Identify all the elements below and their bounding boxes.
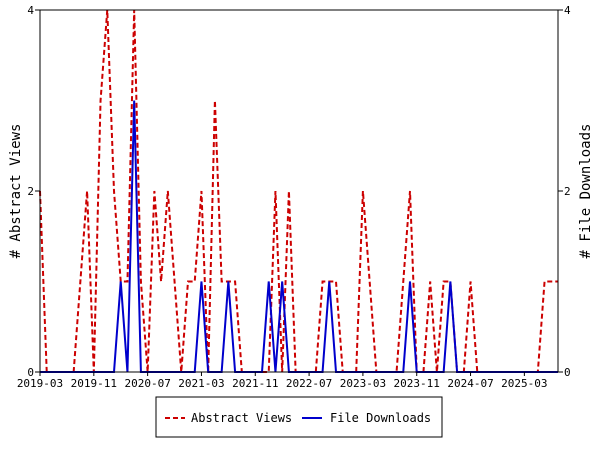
- x-tick-label: 2025-03: [501, 377, 547, 390]
- x-tick-label: 2023-03: [340, 377, 386, 390]
- x-tick-label: 2021-11: [232, 377, 278, 390]
- x-tick-label: 2022-07: [286, 377, 332, 390]
- x-tick-label: 2019-03: [17, 377, 63, 390]
- y-left-tick-label: 0: [27, 366, 34, 379]
- ticks-layer: 0 2 4 0 2 4 2019-03 2019-11 2020-07 2021-03 2021-1…: [17, 4, 571, 390]
- x-tick-label: 2019-11: [71, 377, 117, 390]
- legend-label-file-downloads: File Downloads: [330, 411, 431, 425]
- y-left-tick-label: 2: [27, 185, 34, 198]
- x-tick-label: 2023-11: [394, 377, 440, 390]
- y-axis-right-title: # File Downloads: [578, 124, 594, 259]
- series-line-file-downloads: [40, 100, 558, 373]
- y-left-tick-label: 4: [27, 4, 34, 17]
- legend-box: [155, 396, 443, 438]
- x-tick-label: 2021-03: [178, 377, 224, 390]
- legend-label-abstract-views: Abstract Views: [191, 411, 292, 425]
- y-right-tick-label: 4: [564, 4, 571, 17]
- series-line-abstract-views: [39, 9, 558, 373]
- x-tick-label: 2020-07: [124, 377, 170, 390]
- y-right-tick-label: 2: [564, 185, 571, 198]
- y-right-tick-label: 0: [564, 366, 571, 379]
- legend: Abstract Views File Downloads: [155, 396, 443, 438]
- series-layer: [39, 9, 558, 373]
- x-tick-label: 2024-07: [447, 377, 493, 390]
- y-axis-left-title: # Abstract Views: [8, 124, 24, 259]
